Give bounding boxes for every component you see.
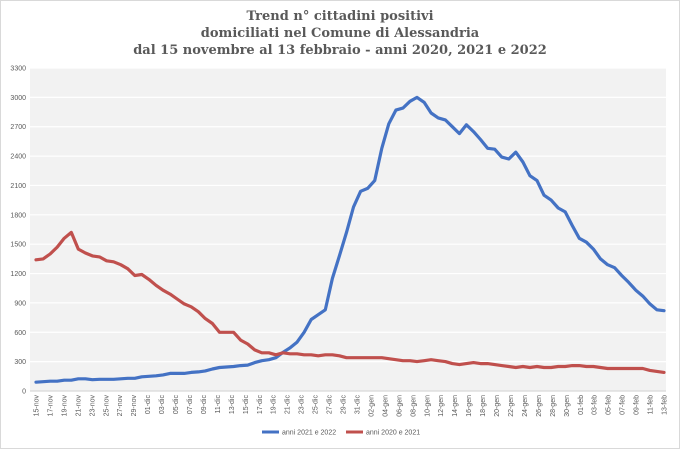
x-tick-label: 30-gen [564,395,571,417]
x-tick-label: 14-gen [452,395,459,417]
series-line-1 [34,95,666,384]
x-tick-label: 05-dic [173,395,180,415]
x-tick-label: 03-feb [592,395,599,415]
legend-label-2: anni 2020 e 2021 [366,430,420,437]
y-tick-label: 3300 [10,66,26,73]
x-tick-label: 03-dic [159,395,166,415]
x-tick-label: 22-gen [508,395,515,417]
y-tick-label: 300 [14,359,26,366]
series-line-2 [34,230,666,374]
y-tick-label: 1200 [10,271,26,278]
x-tick-label: 20-gen [494,395,501,417]
x-tick-label: 02-gen [368,395,375,417]
x-tick-label: 23-dic [299,395,306,415]
x-tick-label: 15-nov [34,395,41,417]
x-tick-label: 24-gen [522,395,529,417]
x-tick-label: 18-gen [480,395,487,417]
x-tick-label: 21-dic [285,395,292,415]
y-tick-label: 2100 [10,183,26,190]
y-tick-label: 3000 [10,95,26,102]
legend-label-1: anni 2021 e 2022 [282,430,336,437]
x-tick-label: 01-feb [578,395,585,415]
chart-title-line-2: domiciliati nel Comune di Alessandria [200,26,480,41]
y-tick-label: 0 [22,389,26,396]
y-tick-label: 600 [14,330,26,337]
x-tick-label: 13-dic [229,395,236,415]
x-tick-label: 31-dic [354,395,361,415]
x-tick-label: 19-dic [271,395,278,415]
x-tick-label: 13-feb [662,395,669,415]
x-tick-label: 29-dic [341,395,348,415]
gridlines [30,67,666,392]
x-tick-label: 17-dic [257,395,264,415]
y-tick-label: 900 [14,300,26,307]
x-axis: 15-nov 17-nov 19-nov 21-nov 23-nov 25-nov 27-n… [34,395,669,417]
x-tick-label: 05-feb [606,395,613,415]
x-tick-label: 08-gen [410,395,417,417]
x-tick-label: 11-feb [648,395,655,414]
y-tick-label: 2400 [10,154,26,161]
x-tick-label: 23-nov [89,395,96,417]
x-tick-label: 07-dic [187,395,194,415]
x-tick-label: 04-gen [382,395,389,417]
x-tick-label: 21-nov [75,395,82,417]
y-tick-label: 2700 [10,124,26,131]
x-tick-label: 11-dic [215,395,222,414]
x-tick-label: 09-feb [634,395,641,415]
y-axis: 0 300 600 900 1200 1500 1800 2100 2400 2700 3000 33… [10,66,26,396]
x-tick-label: 01-dic [145,395,152,415]
x-tick-label: 19-nov [61,395,68,417]
x-tick-label: 07-feb [620,395,627,415]
x-tick-label: 09-dic [201,395,208,415]
x-tick-label: 27-nov [117,395,124,417]
y-tick-label: 1800 [10,212,26,219]
series-lines [34,95,666,384]
chart-title-line-1: Trend n° cittadini positivi [246,9,434,24]
chart-title-line-3: dal 15 novembre al 13 febbraio - anni 20… [133,43,547,58]
x-tick-label: 10-gen [424,395,431,417]
x-tick-label: 28-gen [550,395,557,417]
x-tick-label: 17-nov [47,395,54,417]
x-tick-label: 27-dic [327,395,334,415]
x-tick-label: 25-nov [103,395,110,417]
x-tick-label: 12-gen [438,395,445,417]
chart-title: Trend n° cittadini positivi domiciliati … [0,8,680,59]
x-tick-label: 29-nov [131,395,138,417]
x-tick-label: 26-gen [536,395,543,417]
x-tick-label: 16-gen [466,395,473,417]
y-tick-label: 1500 [10,242,26,249]
x-tick-label: 06-gen [396,395,403,417]
x-tick-label: 15-dic [243,395,250,415]
x-tick-label: 25-dic [313,395,320,415]
legend: anni 2021 e 2022 anni 2020 e 2021 [262,430,420,437]
